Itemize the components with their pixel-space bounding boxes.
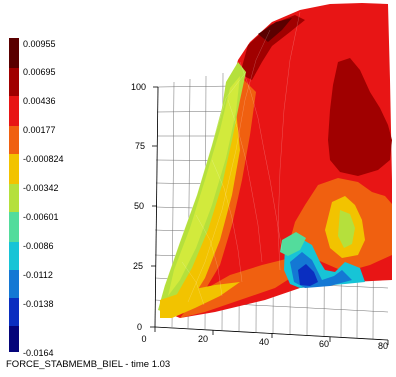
y-tick-0: 0 [137, 322, 142, 332]
x-tick-80: 80 [378, 341, 388, 351]
surface-bottom-notch-green [280, 232, 306, 256]
colorbar-label-6: -0.00342 [23, 183, 59, 193]
surface-top-darkest [258, 18, 292, 42]
colorbar-band-7 [9, 212, 19, 242]
surface-central-dark-patch [328, 58, 392, 176]
colorbar-band-6 [9, 184, 19, 212]
x-axis-line [154, 326, 389, 341]
colorbar-band-11 [9, 326, 19, 352]
x-tick-60: 60 [319, 339, 329, 349]
y-tick-75: 75 [135, 141, 145, 151]
colorbar-label-4: 0.00177 [23, 125, 56, 135]
variable-name: FORCE_STABMEMB_BIEL [6, 359, 123, 370]
colorbar-label-1: 0.00955 [23, 39, 56, 49]
colorbar-band-10 [9, 298, 19, 326]
colorbar-band-8 [9, 242, 19, 270]
surface-left-green-light [168, 76, 240, 296]
mesh-lines [164, 11, 301, 306]
colorbar-band-3 [9, 96, 19, 126]
colorbar-band-4 [9, 126, 19, 154]
colorbar-label-10: -0.0138 [23, 299, 54, 309]
stress-surface [158, 3, 392, 318]
colorbar-band-5 [9, 154, 19, 184]
colorbar-label-7: -0.00601 [23, 212, 59, 222]
surface-lower-yellow-fold [160, 282, 240, 318]
colorbar-band-9 [9, 270, 19, 298]
surface-upper-dark-band [240, 15, 305, 80]
time-label: - time 1.03 [122, 359, 171, 370]
colorbar-label-2: 0.00695 [23, 67, 56, 77]
colorbar-label-3: 0.00436 [23, 96, 56, 106]
colorbar: 0.00955 0.00695 0.00436 0.00177 -0.00082… [9, 38, 64, 358]
surface-lower-orange-fold [180, 255, 305, 318]
x-tick-0: 0 [141, 334, 146, 344]
axis-tick-labels: 0 25 50 75 100 0 20 40 60 80 [131, 82, 388, 351]
y-tick-25: 25 [133, 261, 143, 271]
surface-right-green-patch [338, 210, 355, 248]
x-tick-40: 40 [259, 337, 269, 347]
colorbar-label-11: -0.0164 [23, 348, 54, 358]
surface-bottom-notch-dark [298, 264, 318, 286]
colorbar-band-1 [9, 38, 19, 68]
x-tick-20: 20 [198, 334, 208, 344]
colorbar-label-8: -0.0086 [23, 241, 54, 251]
plot-caption: FORCE_STABMEMB_BIEL - time 1.03 [6, 359, 170, 370]
colorbar-label-9: -0.0112 [23, 270, 53, 280]
colorbar-label-5: -0.000824 [23, 154, 64, 164]
y-tick-100: 100 [131, 82, 146, 92]
colorbar-band-2 [9, 68, 19, 96]
y-axis-line [154, 86, 159, 328]
y-tick-50: 50 [134, 201, 144, 211]
axes [150, 86, 389, 345]
